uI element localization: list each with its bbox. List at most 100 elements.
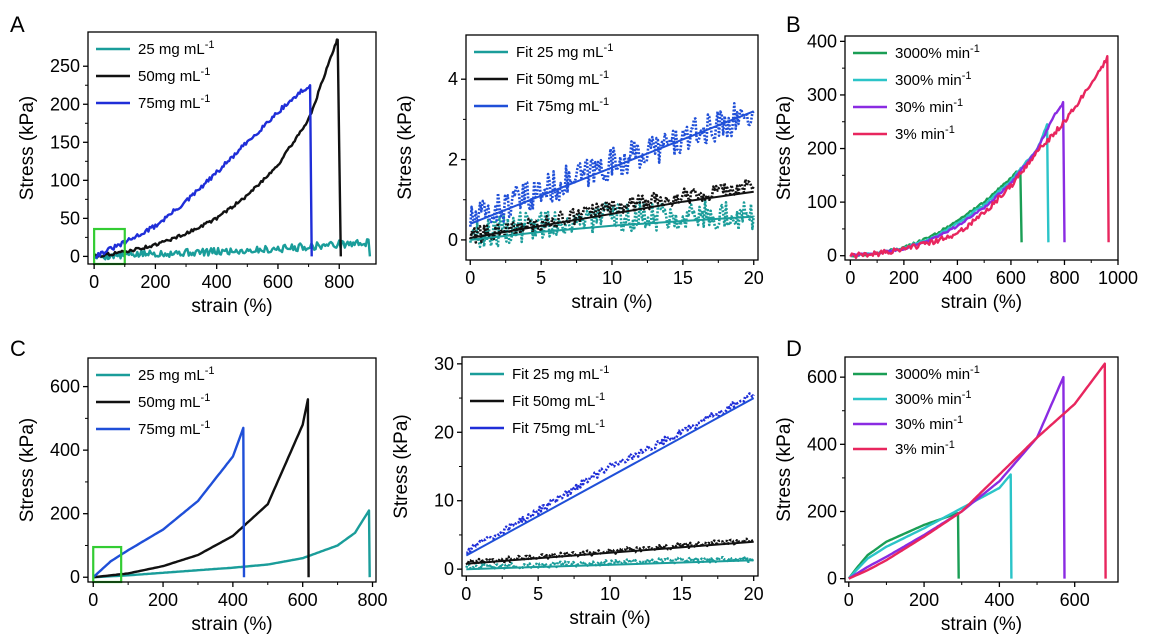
panel-a-inset-legend-label: Fit 75mg mL-1 [516, 96, 609, 115]
panel-c-inset-y-tick-label: 10 [434, 491, 454, 511]
panel-b-legend-label: 300% min-1 [895, 70, 971, 89]
panel-b-y-tick-label: 100 [807, 192, 837, 212]
panel-c-inset-x-tick-label: 15 [672, 584, 692, 604]
panel-c-y-tick-label: 200 [50, 504, 80, 524]
panel-b-legend-label: 3% min-1 [895, 124, 955, 143]
panel-b-chart: 0 200 400 600 800 1000 0 100 200 300 400 strain (%)… [774, 31, 1138, 313]
panel-b-x-tick-label: 1000 [1098, 268, 1138, 288]
panel-c-inset-legend-label: Fit 25 mg mL-1 [512, 364, 609, 383]
panel-c-inset-series-4 [466, 540, 754, 565]
panel-b-y-tick-label: 200 [807, 139, 837, 159]
panel-a-x-tick-label: 400 [202, 272, 232, 292]
panel-d-y-tick-label: 400 [807, 434, 837, 454]
panel-d-legend-label: 3% min-1 [895, 439, 955, 458]
panel-a-y-tick-label: 150 [50, 132, 80, 152]
panel-c-y-tick-label: 400 [50, 440, 80, 460]
panel-b-x-tick-label: 800 [1049, 268, 1079, 288]
panel-a-x-tick-label: 800 [324, 272, 354, 292]
panel-d-legend-label: 3000% min-1 [895, 364, 980, 383]
panel-c-x-axis-label: strain (%) [191, 614, 272, 635]
panel-c-y-tick-label: 0 [70, 567, 80, 587]
panel-a-legend-label: 50mg mL-1 [138, 66, 210, 85]
panel-c-legend-label: 25 mg mL-1 [138, 365, 214, 384]
panel-c-plot-frame [87, 357, 377, 583]
panel-a-y-axis-label: Stress (kPa) [17, 96, 38, 201]
panel-a-legend-label: 75mg mL-1 [138, 93, 210, 112]
panel-a-inset-series-0 [469, 198, 755, 249]
panel-c-chart: 0 200 400 600 800 0 200 400 600 strain (%) Stress … [17, 357, 388, 635]
panel-b-y-axis-label: Stress (kPa) [774, 96, 795, 201]
panel-a-x-tick-label: 200 [140, 272, 170, 292]
panel-d-y-tick-label: 0 [827, 569, 837, 589]
panel-d-legend-label: 300% min-1 [895, 389, 971, 408]
panel-b-legend-label: 30% min-1 [895, 97, 963, 116]
panel-letter-c: C [10, 336, 26, 361]
panel-a-y-tick-label: 0 [70, 246, 80, 266]
panel-c-inset-x-tick-label: 10 [600, 584, 620, 604]
panel-b-y-tick-label: 0 [827, 246, 837, 266]
panel-a-series-1 [93, 38, 342, 259]
panel-c-x-tick-label: 800 [357, 590, 387, 610]
panel-a-inset-x-tick-label: 20 [744, 268, 764, 288]
panel-c-inset-x-axis-label: strain (%) [569, 608, 650, 629]
panel-c-inset-x-tick-label: 0 [461, 584, 471, 604]
panel-d-x-tick-label: 600 [1060, 590, 1090, 610]
panel-a-inset-x-tick-label: 0 [465, 268, 475, 288]
panel-d-x-tick-label: 0 [844, 590, 854, 610]
panel-c-x-tick-label: 200 [148, 590, 178, 610]
panel-a-series-2 [94, 84, 313, 259]
panel-c-legend-label: 75mg mL-1 [138, 419, 210, 438]
panel-c-inset-series-2 [466, 392, 755, 554]
panel-b-plot-frame [844, 35, 1119, 261]
panel-a-inset-series-3 [470, 215, 754, 241]
panel-letter-d: D [786, 336, 802, 361]
panel-d-plot-frame [844, 356, 1119, 583]
panel-b-series-3 [849, 55, 1110, 260]
panel-a-x-axis-label: strain (%) [191, 296, 272, 317]
panel-a-inset-series-5 [469, 110, 755, 225]
panel-a-y-tick-label: 100 [50, 170, 80, 190]
panel-a-series-0 [92, 238, 372, 261]
panel-a-inset-series-4 [470, 190, 754, 239]
panel-c-inset-x-tick-label: 20 [744, 584, 764, 604]
panel-c-inset-y-tick-label: 0 [444, 559, 454, 579]
panel-a-inset-series-2 [469, 102, 755, 227]
panel-c-series-2 [92, 426, 246, 579]
panel-c-x-tick-label: 600 [288, 590, 318, 610]
panel-b-x-axis-label: strain (%) [941, 292, 1022, 313]
panel-a-inset-legend-label: Fit 50mg mL-1 [516, 69, 609, 88]
panel-c-inset-x-tick-label: 5 [533, 584, 543, 604]
panel-c-inset-legend-label: Fit 75mg mL-1 [512, 418, 605, 437]
panel-d-y-axis-label: Stress (kPa) [774, 417, 795, 522]
panel-d-legend-label: 30% min-1 [895, 414, 963, 433]
panel-b-legend-label: 3000% min-1 [895, 43, 980, 62]
panel-c-inset-series-5 [465, 397, 755, 557]
panel-a-inset-y-tick-label: 2 [448, 150, 458, 170]
panel-b-x-tick-label: 600 [996, 268, 1026, 288]
panel-a-inset-series-1 [469, 178, 755, 244]
panel-a-y-tick-label: 250 [50, 56, 80, 76]
panel-c-series-1 [93, 398, 310, 579]
panel-d-x-tick-label: 200 [909, 590, 939, 610]
panel-d-y-tick-label: 200 [807, 501, 837, 521]
panel-a-inset-x-tick-label: 15 [673, 268, 693, 288]
panel-a-inset-legend-label: Fit 25 mg mL-1 [516, 42, 613, 61]
panel-a-inset-chart: 0 5 10 15 20 0 2 4 strain (%) Stress (kPa) Fit 25 … [395, 34, 764, 313]
panel-c-inset-y-tick-label: 20 [434, 422, 454, 442]
panel-c-inset-series-3 [466, 559, 754, 571]
panel-c-x-tick-label: 400 [218, 590, 248, 610]
panel-a-x-tick-label: 0 [89, 272, 99, 292]
panel-c-inset-y-axis-label: Stress (kPa) [391, 414, 412, 519]
panel-c-series-0 [93, 509, 371, 579]
panel-c-x-tick-label: 0 [88, 590, 98, 610]
panel-b-x-tick-label: 0 [845, 268, 855, 288]
panel-a-y-tick-label: 50 [60, 208, 80, 228]
panel-a-plot-frame [87, 31, 377, 265]
panel-a-inset-x-axis-label: strain (%) [571, 292, 652, 313]
panel-d-series-1 [847, 473, 1013, 580]
panel-a-y-tick-label: 200 [50, 94, 80, 114]
panel-d-y-tick-label: 600 [807, 367, 837, 387]
panel-a-chart: 0 200 400 600 800 0 50 100 150 200 250 strain (%) St… [17, 31, 377, 317]
panel-letter-b: B [786, 12, 801, 37]
panel-letter-a: A [10, 12, 25, 37]
